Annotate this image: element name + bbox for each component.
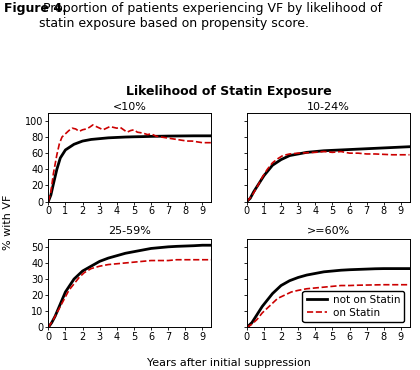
Text: Figure 4.: Figure 4. (4, 2, 67, 15)
Text: Proportion of patients experiencing VF by likelihood of
statin exposure based on: Proportion of patients experiencing VF b… (39, 2, 382, 30)
Title: 10-24%: 10-24% (307, 102, 349, 112)
Text: >=60%: >=60% (307, 226, 350, 236)
Text: % with VF: % with VF (3, 194, 13, 250)
Text: Years after initial suppression: Years after initial suppression (147, 358, 311, 368)
Title: <10%: <10% (113, 102, 147, 112)
Text: Likelihood of Statin Exposure: Likelihood of Statin Exposure (126, 85, 332, 98)
Legend: not on Statin, on Statin: not on Statin, on Statin (302, 291, 404, 322)
Text: 25-59%: 25-59% (108, 226, 151, 236)
